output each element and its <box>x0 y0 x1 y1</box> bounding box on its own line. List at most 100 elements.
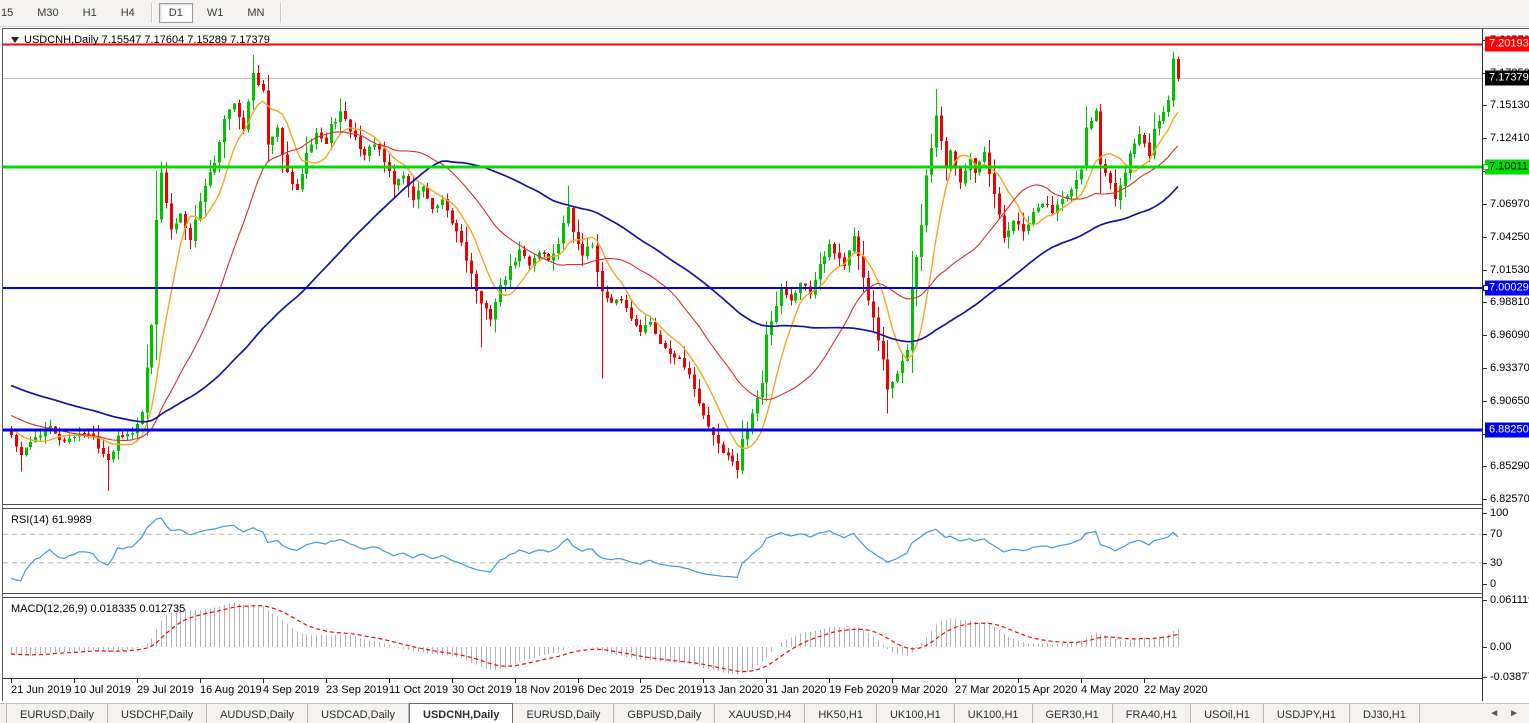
candle <box>1143 133 1146 148</box>
candle <box>693 366 696 398</box>
candle <box>480 290 483 348</box>
date-axis-tick <box>11 679 12 683</box>
symbol-tab-audusd-daily[interactable]: AUDUSD,Daily <box>207 704 309 723</box>
candle <box>397 178 400 192</box>
candle <box>1114 169 1117 207</box>
symbol-tab-dj30-h1[interactable]: DJ30,H1 <box>1350 704 1420 723</box>
symbol-tab-gbpusd-daily[interactable]: GBPUSD,Daily <box>614 704 716 723</box>
date-axis-tick <box>766 679 767 683</box>
price-scale-label: 6.96090 <box>1490 329 1529 342</box>
price-scale-tick <box>1483 105 1487 107</box>
candle <box>843 252 846 271</box>
line-drag-handle[interactable] <box>1483 164 1489 171</box>
date-axis-tick <box>955 679 956 683</box>
panel-splitter[interactable] <box>3 593 1529 598</box>
current-price-label: 7.17379 <box>1485 70 1529 86</box>
symbol-tab-eurusd-daily[interactable]: EURUSD,Daily <box>6 704 108 723</box>
timeframe-button-mn[interactable]: MN <box>247 7 265 19</box>
symbol-tab-usdchf-daily[interactable]: USDCHF,Daily <box>108 704 208 723</box>
rsi-scale-tick <box>1483 562 1487 564</box>
candle <box>1041 203 1044 209</box>
symbol-tab-usdjpy-h1[interactable]: USDJPY,H1 <box>1264 704 1351 723</box>
candle <box>315 128 318 150</box>
candle <box>591 242 594 249</box>
candle <box>659 329 662 344</box>
timeframe-button-m30[interactable]: M30 <box>37 7 59 19</box>
macd-indicator-canvas[interactable] <box>3 598 1482 678</box>
timeframe-button-w1[interactable]: W1 <box>206 7 224 19</box>
candle <box>117 431 120 460</box>
candle <box>1129 150 1132 180</box>
rsi-scale-label: 70 <box>1490 528 1503 541</box>
candle <box>451 207 454 226</box>
tab-scroll-left-button[interactable]: ◄ <box>1489 708 1500 719</box>
candle <box>262 80 265 93</box>
symbol-tab-xauusd-h4[interactable]: XAUUSD,H4 <box>715 704 806 723</box>
candle <box>1046 195 1049 208</box>
candles-layer <box>10 51 1180 491</box>
candle <box>901 354 904 383</box>
candle <box>833 241 836 260</box>
symbol-tab-usdcnh-daily[interactable]: USDCNH,Daily <box>409 703 514 723</box>
rsi-indicator-canvas[interactable] <box>3 509 1482 593</box>
candle <box>746 421 749 447</box>
date-tick-label: 9 Mar 2020 <box>892 684 948 696</box>
date-tick-label: 15 Apr 2020 <box>1018 684 1078 696</box>
price-scale[interactable]: 0.0611190.00-0.038777.205707.178507.1513… <box>1482 29 1529 701</box>
red-line-price-label: 7.20193 <box>1485 36 1529 52</box>
candle <box>189 223 192 250</box>
candle <box>160 161 163 223</box>
candle <box>886 340 889 414</box>
candle <box>543 250 546 258</box>
date-axis-tick <box>515 679 516 683</box>
symbol-tab-uk100-h1[interactable]: UK100,H1 <box>877 704 955 723</box>
panel-splitter[interactable] <box>3 504 1529 509</box>
date-axis[interactable]: 21 Jun 2019 10 Jul 2019 29 Jul 2019 16 Aug … <box>3 679 1482 701</box>
candle <box>756 390 759 421</box>
candle <box>233 102 236 113</box>
candle <box>630 301 633 322</box>
timeframe-button-d1[interactable]: D1 <box>158 3 193 23</box>
line-drag-handle[interactable] <box>1483 284 1489 291</box>
macd-scale-tick <box>1483 646 1487 648</box>
date-tick-label: 10 Jul 2019 <box>74 684 131 696</box>
date-axis-tick <box>640 679 641 683</box>
candle <box>577 219 580 251</box>
symbol-tab-uk100-h1[interactable]: UK100,H1 <box>955 704 1033 723</box>
candle <box>664 340 667 350</box>
timeframe-button-15[interactable]: 15 <box>1 7 14 19</box>
candle <box>896 370 899 383</box>
symbol-tab-usoil-h1[interactable]: USOil,H1 <box>1191 704 1264 723</box>
rsi-scale-tick <box>1483 534 1487 536</box>
timeframe-button-h1[interactable]: H1 <box>82 7 97 19</box>
chart-dropdown-icon[interactable] <box>11 37 19 43</box>
toolbar-separator <box>150 3 153 23</box>
candle <box>209 159 212 188</box>
timeframe-button-h4[interactable]: H4 <box>120 7 135 19</box>
candle <box>489 305 492 327</box>
candle <box>920 204 923 272</box>
candle <box>1032 208 1035 227</box>
candle <box>141 410 144 425</box>
symbol-tab-eurusd-daily[interactable]: EURUSD,Daily <box>513 704 615 723</box>
candle <box>155 171 158 361</box>
price-chart-canvas[interactable] <box>3 29 1482 504</box>
candle <box>1075 171 1078 199</box>
symbol-tab-ger30-h1[interactable]: GER30,H1 <box>1033 704 1113 723</box>
candle <box>809 280 812 300</box>
candle <box>242 110 245 135</box>
symbol-tab-hk50-h1[interactable]: HK50,H1 <box>805 704 877 723</box>
candle <box>257 64 260 87</box>
candle <box>465 226 468 273</box>
candle <box>848 249 851 273</box>
candle <box>102 440 105 458</box>
price-scale-label: 7.06970 <box>1490 197 1529 210</box>
candle <box>44 422 47 444</box>
tab-scroll-right-button[interactable]: ► <box>1509 708 1519 719</box>
rsi-scale-label: 30 <box>1490 556 1503 569</box>
symbol-tab-fra40-h1[interactable]: FRA40,H1 <box>1113 704 1192 723</box>
symbol-tab-usdcad-daily[interactable]: USDCAD,Daily <box>308 704 410 723</box>
candle <box>639 319 642 337</box>
candle <box>485 300 488 320</box>
